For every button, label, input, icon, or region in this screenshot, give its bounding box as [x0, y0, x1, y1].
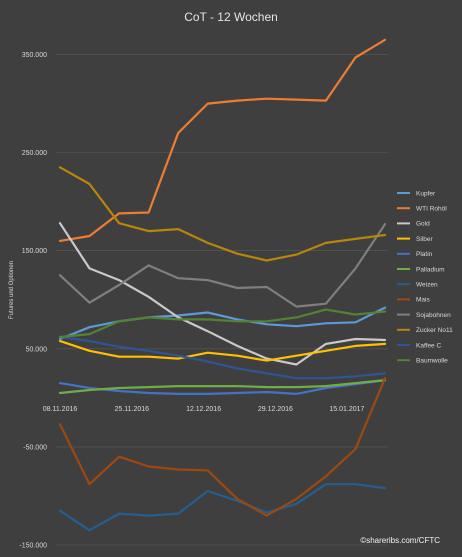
legend-label: Silber	[416, 236, 433, 243]
series-line-gold	[58, 222, 387, 366]
legend-label: Kupfer	[416, 190, 436, 197]
gridlines	[56, 54, 388, 546]
y-tick-label: 350.000	[22, 52, 47, 59]
y-tick-label: -150.000	[19, 543, 47, 550]
series-line-kaffee-c	[58, 335, 387, 380]
series-line-baumwolle	[58, 308, 387, 339]
x-tick-label: 25.11.2016	[115, 406, 150, 413]
y-tick-label: 250.000	[22, 150, 47, 157]
x-tick-label: 12.12.2016	[186, 406, 221, 413]
y-axis-ticks: -150.000 -50.000 50.000 150.000 250.000 350.0…	[19, 52, 47, 549]
legend-label: Palladium	[416, 266, 445, 273]
legend-label: Gold	[416, 221, 430, 228]
legend-label: Platin	[416, 251, 433, 258]
x-axis-ticks: 08.11.2016 25.11.2016 12.12.2016 29.12.2016…	[43, 406, 365, 413]
series-lines	[58, 38, 387, 532]
source-credit: ©shareribs.com/CFTC	[360, 536, 440, 545]
legend-label: Weizen	[416, 282, 438, 289]
legend-label: Kaffee C	[416, 342, 441, 349]
series-line-weizen	[58, 483, 387, 532]
series-line-palladium	[58, 379, 387, 395]
y-tick-label: -50.000	[23, 444, 47, 451]
series-line-platin	[58, 379, 387, 395]
y-tick-label: 150.000	[22, 248, 47, 255]
x-tick-label: 08.11.2016	[43, 406, 78, 413]
legend-label: Baumwolle	[416, 358, 448, 365]
x-tick-label: 15.01.2017	[329, 406, 364, 413]
y-axis-label: Futures und Optionen	[9, 261, 15, 319]
series-line-silber	[58, 339, 387, 362]
legend-label: Mais	[416, 297, 430, 304]
y-tick-label: 50.000	[26, 346, 48, 353]
legend-label: Sojabohnen	[416, 312, 451, 319]
series-line-zucker-no11	[58, 166, 387, 262]
legend-label: Zucker No11	[416, 327, 453, 334]
series-line-mais	[58, 377, 387, 517]
legend-label: WTI Rohöl	[416, 206, 447, 213]
legend: Kupfer WTI Rohöl Gold Silber Platin Palladium…	[397, 190, 453, 365]
series-line-sojabohnen	[58, 223, 387, 308]
x-tick-label: 29.12.2016	[258, 406, 293, 413]
chart-title: CoT - 12 Wochen	[184, 10, 278, 24]
